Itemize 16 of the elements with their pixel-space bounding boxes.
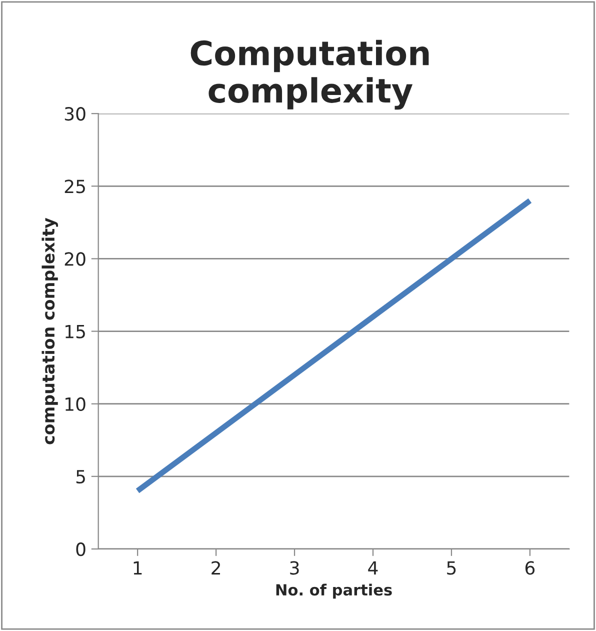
- y-axis-title: computation complexity: [42, 218, 58, 444]
- chart-title: Computation complexity: [190, 40, 429, 110]
- y-tick-label: 25: [64, 180, 85, 194]
- y-tick-label: 30: [64, 107, 86, 121]
- y-tick-label: 5: [76, 470, 85, 484]
- x-tick-label: 4: [368, 561, 378, 574]
- x-tick-label: 2: [212, 561, 220, 574]
- y-tick-label: 0: [76, 542, 86, 556]
- x-tick-label: 6: [525, 561, 535, 575]
- y-tick-label: 15: [66, 324, 85, 338]
- x-tick-label: 1: [134, 561, 142, 574]
- y-tick-label: 20: [64, 252, 86, 266]
- x-tick-label: 3: [290, 561, 299, 575]
- x-axis-title: No. of parties: [276, 584, 392, 599]
- x-tick-label: 5: [447, 561, 456, 575]
- y-tick-label: 10: [66, 397, 86, 411]
